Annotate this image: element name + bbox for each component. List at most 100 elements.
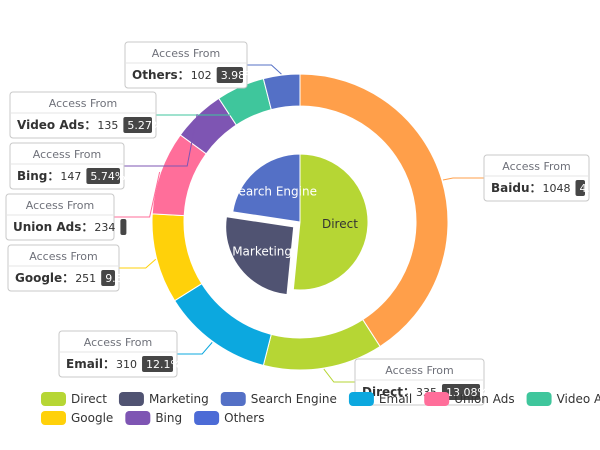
tooltip-series-name: Email： [66, 357, 115, 371]
tooltip-title: Access From [152, 47, 220, 60]
tooltip-percent-badge [142, 356, 173, 372]
tooltip-percent: 3.98% [221, 69, 256, 82]
tooltip-value: 147 [60, 170, 81, 183]
legend-swatch [526, 392, 552, 406]
outer-slice-google[interactable] [151, 213, 203, 302]
tooltip-title: Access From [385, 364, 453, 377]
tooltip-value: 135 [97, 119, 118, 132]
legend-label: Email [379, 392, 412, 406]
tooltip-series-name: Baidu： [491, 181, 542, 195]
legend-swatch [220, 392, 246, 406]
tooltip-percent-badge [216, 67, 243, 83]
tooltip-percent-badge [575, 180, 585, 196]
legend-label: Search Engine [251, 392, 337, 406]
tooltip-percent: 12.1% [146, 358, 181, 371]
legend: Direct Marketing Search Engine Email Union A… [41, 392, 600, 425]
tooltip-title: Access From [29, 250, 97, 263]
legend-swatch [41, 411, 66, 425]
inner-label-search-engine: Search Engine [231, 185, 317, 199]
inner-labels: Direct Marketing Search Engine [231, 185, 358, 259]
tooltip-box [7, 244, 120, 292]
inner-pie [225, 153, 369, 296]
legend-label: Union Ads [454, 392, 514, 406]
tooltip-value: 1048 [543, 182, 571, 195]
tooltip-value: 310 [116, 358, 137, 371]
outer-slice-others[interactable] [262, 73, 301, 111]
tooltip-percent-badge [120, 219, 127, 235]
inner-slice-marketing[interactable] [225, 216, 295, 296]
tooltip-value: 234 [94, 221, 115, 234]
leader-line-bing [124, 114, 198, 167]
inner-label-direct: Direct [322, 217, 358, 231]
legend-label: Direct [71, 392, 107, 406]
tooltip-series-name: Union Ads： [13, 220, 93, 234]
tooltip-percent-badge [101, 270, 115, 286]
leader-line-google [119, 258, 157, 269]
tooltip-bing: Access From Bing： 147 5.74% [9, 142, 125, 190]
inner-slice-direct[interactable] [292, 153, 369, 291]
tooltip-series-name: Direct： [362, 385, 415, 399]
tooltip-google: Access From Google： 251 9.8% [7, 244, 133, 292]
legend-item-union-ads[interactable]: Union Ads [424, 392, 515, 406]
tooltip-percent-badge [123, 117, 152, 133]
legend-label: Google [71, 411, 113, 425]
tooltip-series-name: Google： [15, 271, 74, 285]
leader-lines [114, 64, 484, 383]
outer-slice-email[interactable] [173, 282, 272, 367]
leader-line-email [177, 342, 213, 355]
legend-item-google[interactable]: Google [41, 411, 113, 425]
tooltip-value: 251 [75, 272, 96, 285]
tooltip-box [5, 193, 115, 241]
legend-label: Others [224, 411, 264, 425]
tooltip-title: Access From [33, 148, 101, 161]
leader-line-baidu [442, 177, 484, 181]
tooltip-percent: 5.74% [90, 170, 125, 183]
leader-line-others [247, 64, 282, 75]
tooltip-title: Access From [26, 199, 94, 212]
tooltip-box [9, 91, 157, 139]
tooltip-title: Access From [502, 160, 570, 173]
tooltip-percent-badge [441, 384, 480, 400]
legend-swatch [125, 411, 151, 425]
tooltip-series-name: Bing： [17, 169, 59, 183]
legend-swatch [118, 392, 144, 406]
tooltip-union-ads: Access From Union Ads： 234 [5, 193, 127, 241]
legend-swatch [348, 392, 374, 406]
outer-ring [151, 73, 449, 371]
tooltip-percent: 13.08% [446, 386, 488, 399]
legend-item-bing[interactable]: Bing [125, 411, 182, 425]
tooltip-percent: 9.8% [105, 272, 133, 285]
legend-swatch [194, 411, 220, 425]
tooltip-percent: 4... [580, 182, 598, 195]
leader-line-direct [323, 368, 355, 383]
tooltip-email: Access From Email： 310 12.1% [58, 330, 181, 378]
tooltip-title: Access From [49, 97, 117, 110]
legend-item-email[interactable]: Email [348, 392, 412, 406]
legend-item-search-engine[interactable]: Search Engine [220, 392, 337, 406]
tooltip-box [124, 41, 248, 89]
leader-line-union-ads [114, 171, 161, 218]
legend-swatch [424, 392, 450, 406]
inner-slice-search-engine[interactable] [232, 153, 301, 223]
legend-item-video-ads[interactable]: Video Ads [526, 392, 600, 406]
tooltip-value: 102 [191, 69, 212, 82]
leader-line-video-ads [156, 85, 241, 116]
tooltip-box [483, 154, 590, 202]
tooltip-baidu: Access From Baidu： 1048 4... [483, 154, 598, 202]
tooltip-title: Access From [84, 336, 152, 349]
legend-item-marketing[interactable]: Marketing [118, 392, 209, 406]
tooltip-others: Access From Others： 102 3.98% [124, 41, 256, 89]
tooltip-percent-badge [86, 168, 120, 184]
legend-item-direct[interactable]: Direct [41, 392, 107, 406]
tooltip-percent: 5.27% [127, 119, 162, 132]
legend-label: Bing [155, 411, 182, 425]
tooltip-series-name: Video Ads： [17, 118, 96, 132]
legend-item-others[interactable]: Others [194, 411, 264, 425]
legend-label: Video Ads [557, 392, 600, 406]
inner-label-marketing: Marketing [232, 244, 292, 258]
legend-label: Marketing [149, 392, 209, 406]
